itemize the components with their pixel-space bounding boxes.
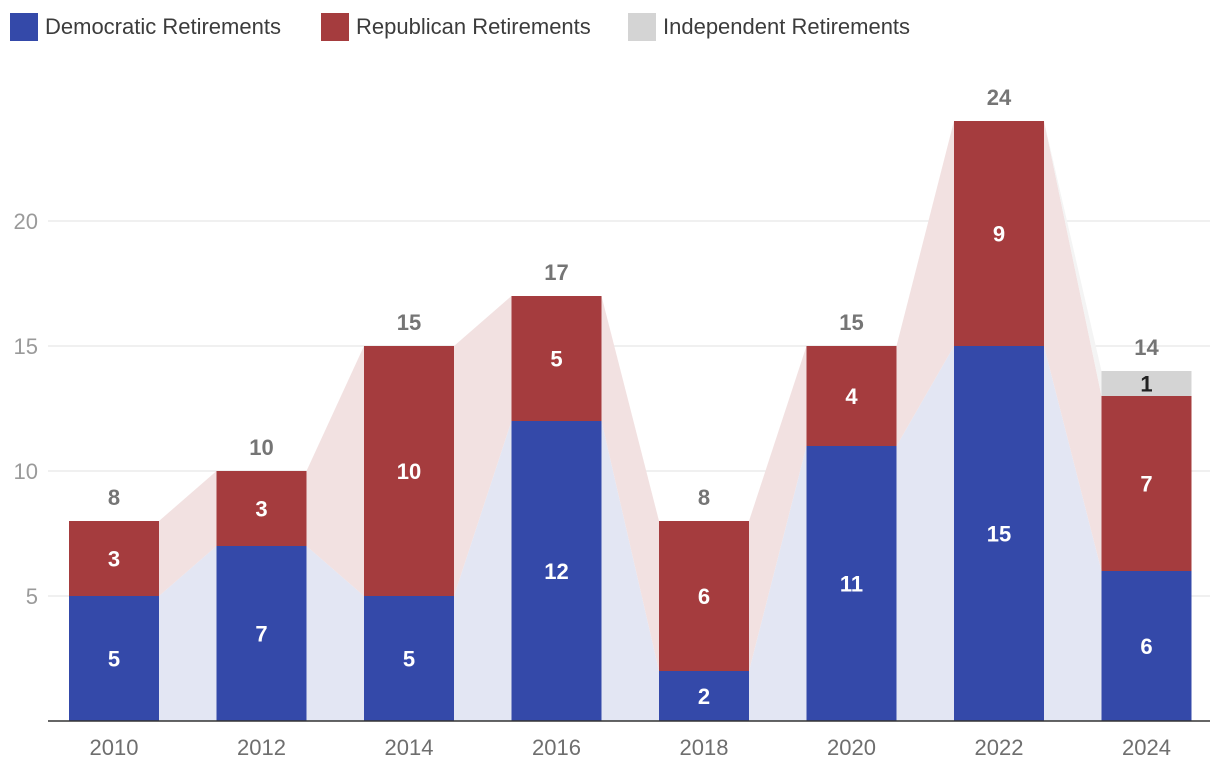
connector-band-2012-republican [306, 346, 364, 596]
segment-label-2014-republican: 10 [397, 459, 421, 484]
bar-2010-republican [69, 521, 159, 596]
segment-label-2024-independent: 1 [1140, 372, 1152, 397]
segment-label-2010-democratic: 5 [108, 647, 120, 672]
x-tick-label-2012: 2012 [237, 735, 286, 760]
segment-label-2018-democratic: 2 [698, 684, 710, 709]
x-tick-label-2010: 2010 [90, 735, 139, 760]
legend-item-republican: Republican Retirements [321, 12, 591, 42]
total-label-2014: 15 [397, 310, 421, 335]
legend-swatch-democratic [10, 13, 38, 41]
total-label-2018: 8 [698, 485, 710, 510]
connector-band-2022-independent [1044, 121, 1102, 396]
x-tick-label-2024: 2024 [1122, 735, 1171, 760]
connector-band-2014-republican [454, 296, 512, 596]
segment-label-2014-democratic: 5 [403, 647, 415, 672]
y-tick-label-5: 5 [26, 584, 38, 609]
x-tick-label-2018: 2018 [680, 735, 729, 760]
bar-2010-democratic [69, 596, 159, 721]
segment-label-2024-republican: 7 [1140, 472, 1152, 497]
segment-label-2010-republican: 3 [108, 547, 120, 572]
bar-2016-democratic [511, 421, 602, 721]
segment-label-2012-republican: 3 [255, 497, 267, 522]
y-tick-label-15: 15 [14, 334, 38, 359]
bar-2024-independent [1101, 371, 1192, 396]
total-label-2020: 15 [839, 310, 863, 335]
legend: Democratic Retirements Republican Retire… [0, 0, 1220, 52]
bar-2018-republican [659, 521, 749, 671]
segment-label-2012-democratic: 7 [255, 622, 267, 647]
x-tick-label-2020: 2020 [827, 735, 876, 760]
connector-band-2010-democratic [159, 546, 217, 721]
connector-band-2018-democratic [749, 446, 807, 721]
bar-2024-democratic [1101, 571, 1192, 721]
legend-item-independent: Independent Retirements [628, 12, 910, 42]
total-label-2016: 17 [544, 260, 568, 285]
bar-2016-republican [511, 296, 602, 421]
bar-2018-democratic [659, 671, 749, 721]
legend-swatch-republican [321, 13, 349, 41]
total-label-2024: 14 [1134, 335, 1159, 360]
connector-band-2016-republican [601, 296, 659, 671]
bar-2012-democratic [216, 546, 307, 721]
connector-band-2020-republican [896, 121, 954, 446]
connector-band-2018-republican [749, 346, 807, 671]
bar-2014-democratic [364, 596, 454, 721]
segment-label-2020-democratic: 11 [840, 572, 863, 597]
segment-label-2016-democratic: 12 [544, 559, 568, 584]
legend-label-republican: Republican Retirements [356, 14, 591, 39]
legend-item-democratic: Democratic Retirements [10, 12, 281, 42]
total-label-2012: 10 [249, 435, 273, 460]
bar-2022-republican [954, 121, 1044, 346]
connector-band-2016-democratic [601, 421, 659, 721]
bars [69, 121, 1192, 721]
legend-label-independent: Independent Retirements [663, 14, 911, 39]
bar-2012-republican [216, 471, 307, 546]
segment-label-2018-republican: 6 [698, 584, 710, 609]
segment-label-2016-republican: 5 [550, 347, 562, 372]
connector-band-2010-republican [159, 471, 217, 596]
connector-band-2012-democratic [306, 546, 364, 721]
legend-swatch-independent [628, 13, 656, 41]
segment-label-2022-republican: 9 [993, 222, 1005, 247]
bar-2024-republican [1101, 396, 1192, 571]
segment-label-2020-republican: 4 [845, 384, 858, 409]
x-tick-label-2022: 2022 [975, 735, 1024, 760]
total-label-2022: 24 [987, 85, 1012, 110]
connector-band-2022-democratic [1044, 346, 1102, 721]
y-tick-label-10: 10 [14, 459, 38, 484]
x-tick-label-2016: 2016 [532, 735, 581, 760]
segment-label-2024-democratic: 6 [1140, 634, 1152, 659]
segment-label-2022-democratic: 15 [987, 522, 1011, 547]
connector-band-2020-democratic [896, 346, 954, 721]
connector-band-2014-democratic [454, 421, 512, 721]
bar-2020-republican [806, 346, 897, 446]
connector-bands [159, 121, 1102, 721]
x-tick-label-2014: 2014 [385, 735, 434, 760]
y-tick-label-20: 20 [14, 209, 38, 234]
bar-2020-democratic [806, 446, 897, 721]
total-label-2010: 8 [108, 485, 120, 510]
bar-2022-democratic [954, 346, 1044, 721]
legend-label-democratic: Democratic Retirements [45, 14, 281, 39]
connector-band-2022-republican [1044, 121, 1102, 571]
bar-2014-republican [364, 346, 454, 596]
